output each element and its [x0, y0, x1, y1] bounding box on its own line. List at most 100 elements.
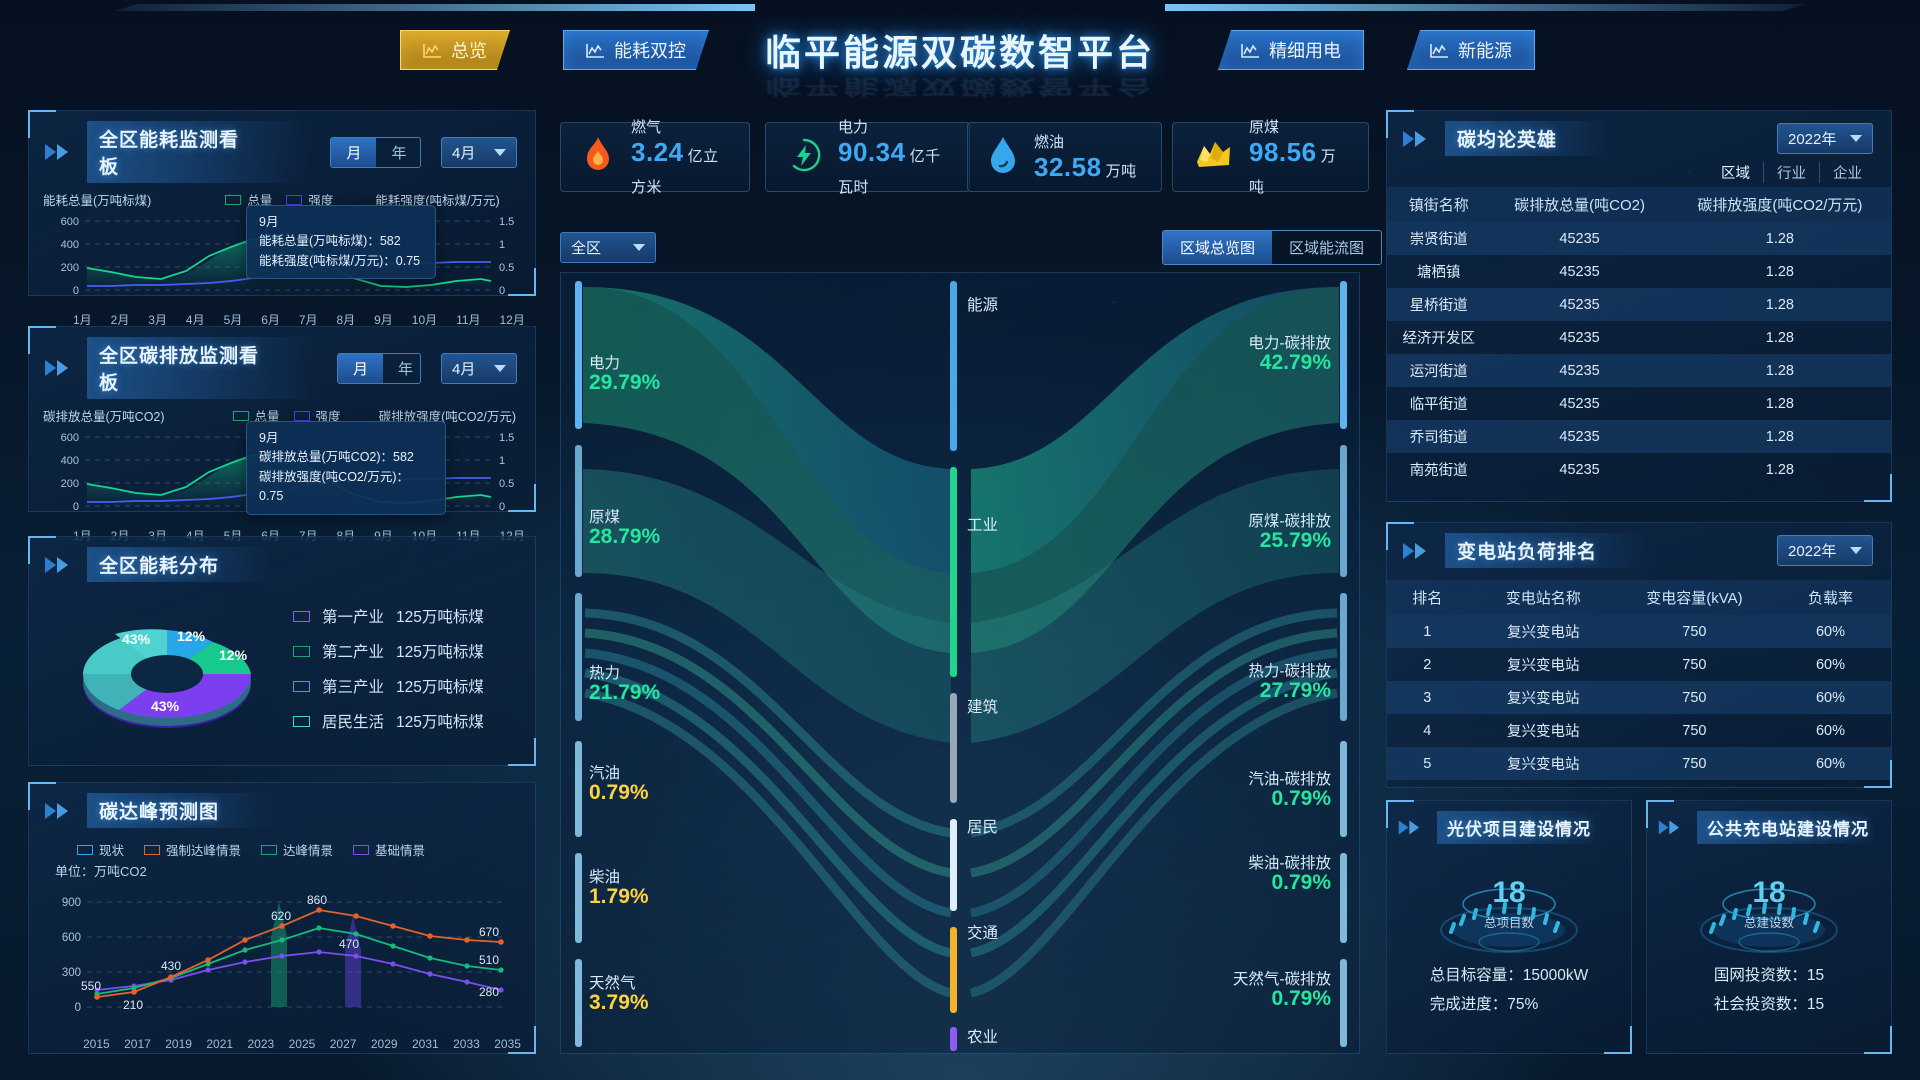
- table-row[interactable]: 南苑街道 45235 1.28: [1387, 453, 1891, 486]
- svg-text:300: 300: [62, 967, 81, 979]
- col-total-emission: 碳排放总量(吨CO2): [1514, 197, 1645, 214]
- tab-region-overview[interactable]: 区域总览图: [1163, 231, 1273, 264]
- legend-value: 125万吨标煤: [396, 609, 484, 626]
- metric-card-fuel-oil[interactable]: 燃油 32.58 万吨: [967, 122, 1162, 192]
- chart-line-icon: [1241, 43, 1260, 58]
- point-label: 860: [307, 893, 327, 907]
- legend-swatch: [293, 410, 310, 421]
- coal-icon: [1193, 138, 1233, 177]
- cell-intensity: 1.28: [1668, 222, 1891, 255]
- tab-region[interactable]: 区域: [1721, 166, 1750, 182]
- legend-label: 第一产业: [322, 609, 385, 626]
- table-row[interactable]: 2 复兴变电站 750 60%: [1387, 648, 1891, 681]
- svg-text:1.5: 1.5: [499, 432, 514, 444]
- region-select[interactable]: 全区: [560, 232, 656, 263]
- legend-item-tertiary[interactable]: 第三产业 125万吨标煤: [293, 675, 484, 697]
- period-toggle[interactable]: 月 年: [330, 136, 421, 168]
- tab-industry[interactable]: 行业: [1763, 162, 1819, 183]
- point-label: 210: [123, 998, 143, 1012]
- charging-station-panel: 公共充电站建设情况 18 总建设数 国网投资数：15 社会投资数: [1646, 800, 1892, 1054]
- carbon-line-chart[interactable]: 600 400 200 0 1.5 1 0.5 0 9月 碳排放总量(万吨CO2)：582 …: [41, 421, 523, 523]
- sankey-mid-label-3: 居民: [967, 819, 999, 836]
- x-tick: 2033: [453, 1037, 480, 1051]
- table-row[interactable]: 星桥街道 45235 1.28: [1387, 288, 1891, 321]
- table-row[interactable]: 临平街道 45235 1.28: [1387, 387, 1891, 420]
- pv-total-capacity: 总目标容量：15000kW: [1429, 967, 1589, 984]
- period-month[interactable]: 月: [331, 137, 377, 167]
- metric-card-raw-coal[interactable]: 原煤 98.56 万吨: [1172, 119, 1369, 196]
- table-row[interactable]: 经济开发区 45235 1.28: [1387, 321, 1891, 354]
- period-month[interactable]: 月: [337, 353, 383, 383]
- panel-title: 全区能耗分布: [87, 547, 274, 582]
- panel-title: 变电站负荷排名: [1445, 533, 1652, 568]
- table-row[interactable]: 3 复兴变电站 750 60%: [1387, 681, 1891, 714]
- svg-text:0: 0: [499, 285, 505, 297]
- charging-gauge[interactable]: 18 总建设数: [1690, 854, 1848, 958]
- period-year[interactable]: 年: [398, 360, 414, 378]
- point-label: 470: [339, 937, 359, 951]
- y-right-axis-label: 碳排放强度(吨CO2/万元): [378, 410, 517, 424]
- nav-tab-overview[interactable]: 总览: [400, 30, 510, 70]
- metric-card-electricity[interactable]: 电力 90.34 亿千瓦时: [765, 119, 970, 196]
- x-tick: 9月: [374, 313, 393, 327]
- year-select[interactable]: 2022年: [1777, 123, 1873, 154]
- legend-item-primary[interactable]: 第一产业 125万吨标煤: [293, 605, 484, 627]
- period-year[interactable]: 年: [391, 144, 407, 162]
- legend-item-peak[interactable]: 达峰情景: [261, 840, 333, 859]
- chevron-down-icon: [494, 148, 506, 156]
- year-select[interactable]: 2022年: [1777, 535, 1873, 566]
- tab-region-energy-flow[interactable]: 区域能流图: [1289, 240, 1365, 257]
- table-row[interactable]: 5 复兴变电站 750 60%: [1387, 747, 1891, 780]
- legend-item-intensity[interactable]: 强度: [293, 406, 341, 425]
- table-row[interactable]: 乔司街道 45235 1.28: [1387, 420, 1891, 453]
- metric-card-gas[interactable]: 燃气 3.24 亿立方米: [560, 119, 750, 196]
- period-toggle[interactable]: 月 年: [336, 352, 421, 384]
- legend-item-current[interactable]: 现状: [77, 840, 124, 859]
- pv-project-panel: 光伏项目建设情况 18 总项目数 总目标容量：15000kW 完: [1386, 800, 1632, 1054]
- sankey-view-tabs[interactable]: 区域总览图 区域能流图: [1162, 230, 1383, 265]
- nav-tab-new-energy[interactable]: 新能源: [1407, 30, 1535, 70]
- tooltip-total: 能耗总量(万吨标煤)：582: [259, 234, 401, 249]
- table-row[interactable]: 4 复兴变电站 750 60%: [1387, 714, 1891, 747]
- legend-swatch: [293, 610, 310, 622]
- panel-title: 全区能耗监测看板: [87, 121, 311, 183]
- sankey-diagram[interactable]: 电力 29.79% 原煤 28.79% 热力 21.79% 汽油 0.79% 柴…: [560, 272, 1360, 1054]
- month-select[interactable]: 4月: [441, 136, 517, 168]
- legend-item-intensity[interactable]: 强度: [286, 190, 333, 209]
- table-row[interactable]: 运河街道 45235 1.28: [1387, 354, 1891, 387]
- month-select[interactable]: 4月: [441, 352, 517, 384]
- sankey-mid-label-1: 工业: [967, 517, 999, 534]
- col-station-name: 变电站名称: [1505, 590, 1581, 607]
- legend-item-total[interactable]: 总量: [232, 406, 280, 425]
- svg-text:900: 900: [62, 897, 81, 909]
- energy-line-chart[interactable]: 600 400 200 0 1.5 1 0.5 0 9月 能耗总量(万吨标煤)：582 能耗…: [41, 205, 523, 307]
- page-title: 临平能源双碳数智平台: [764, 32, 1156, 73]
- sankey-right-label-2: 热力-碳排放: [1248, 663, 1331, 680]
- table-row[interactable]: 1 复兴变电站 750 60%: [1387, 615, 1891, 648]
- svg-text:600: 600: [61, 216, 79, 228]
- donut-slice-label: 12%: [219, 647, 248, 663]
- sankey-right-label-5: 天然气-碳排放: [1232, 971, 1331, 988]
- nav-label: 新能源: [1458, 41, 1512, 61]
- tab-enterprise[interactable]: 企业: [1819, 162, 1875, 183]
- peak-forecast-chart[interactable]: 900 600 300 0: [39, 882, 525, 1051]
- legend-item-secondary[interactable]: 第二产业 125万吨标煤: [293, 640, 484, 662]
- legend-item-residential[interactable]: 居民生活 125万吨标煤: [293, 710, 484, 732]
- cell-total: 45235: [1559, 461, 1600, 478]
- nav-tab-energy-control[interactable]: 能耗双控: [563, 30, 709, 70]
- nav-tab-fine-electricity[interactable]: 精细用电: [1218, 30, 1364, 70]
- chart-tooltip: 9月 能耗总量(万吨标煤)：582 能耗强度(吨标煤/万元)：0.75: [246, 205, 436, 280]
- tooltip-total: 碳排放总量(万吨CO2)：582: [259, 450, 414, 465]
- donut-chart-row: 43% 12% 12% 43% 第一产业 125万吨标煤 第二产业 125万吨标…: [29, 586, 535, 755]
- cell-total: 45235: [1490, 420, 1669, 453]
- carbon-peak-forecast-panel: 碳达峰预测图 现状 强制达峰情景 达峰情景 基础情景 单位：万吨CO2 900 6…: [28, 782, 536, 1054]
- legend-item-total[interactable]: 总量: [225, 190, 272, 209]
- hero-scope-tabs[interactable]: 区域 行业 企业: [1387, 160, 1891, 187]
- nav-label: 精细用电: [1269, 41, 1341, 61]
- legend-item-baseline[interactable]: 基础情景: [353, 840, 425, 859]
- table-row[interactable]: 崇贤街道 45235 1.28: [1387, 222, 1891, 255]
- pv-gauge[interactable]: 18 总项目数: [1430, 854, 1588, 958]
- legend-item-forced-peak[interactable]: 强制达峰情景: [144, 840, 241, 859]
- energy-distribution-donut[interactable]: 43% 12% 12% 43%: [67, 594, 277, 744]
- table-row[interactable]: 塘栖镇 45235 1.28: [1387, 255, 1891, 288]
